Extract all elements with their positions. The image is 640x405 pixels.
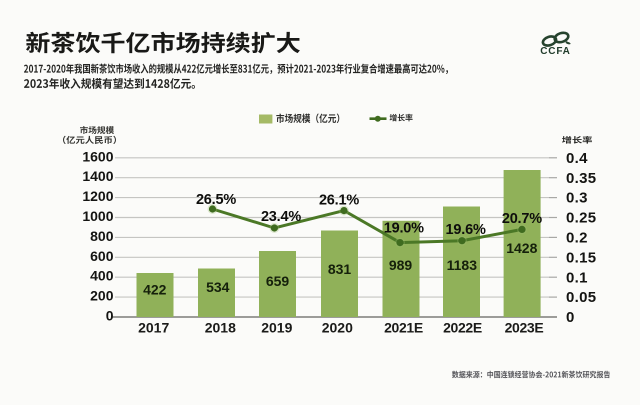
svg-text:CCFA: CCFA xyxy=(540,46,570,57)
svg-text:1400: 1400 xyxy=(82,168,113,184)
svg-text:1600: 1600 xyxy=(82,148,113,164)
svg-text:0.25: 0.25 xyxy=(566,210,596,227)
svg-text:1428: 1428 xyxy=(506,240,537,256)
svg-text:0.2: 0.2 xyxy=(566,230,588,247)
svg-text:2022E: 2022E xyxy=(443,320,482,336)
svg-text:989: 989 xyxy=(389,257,413,273)
svg-text:831: 831 xyxy=(328,261,352,277)
svg-text:400: 400 xyxy=(90,268,114,284)
svg-text:422: 422 xyxy=(143,282,167,298)
svg-text:0.05: 0.05 xyxy=(566,289,596,306)
svg-text:0.15: 0.15 xyxy=(566,249,596,266)
svg-text:2018: 2018 xyxy=(205,320,236,336)
svg-text:800: 800 xyxy=(90,228,114,244)
svg-text:26.5%: 26.5% xyxy=(196,192,236,208)
svg-text:534: 534 xyxy=(206,279,230,295)
svg-text:200: 200 xyxy=(90,288,114,304)
svg-text:2019: 2019 xyxy=(261,320,292,336)
svg-text:2020: 2020 xyxy=(322,320,353,336)
svg-text:1200: 1200 xyxy=(82,188,113,204)
svg-text:0: 0 xyxy=(566,309,575,326)
svg-text:26.1%: 26.1% xyxy=(319,193,359,209)
svg-text:2017: 2017 xyxy=(138,320,169,336)
svg-text:2021E: 2021E xyxy=(384,320,423,336)
svg-text:2023E: 2023E xyxy=(505,320,544,336)
svg-text:1000: 1000 xyxy=(82,208,113,224)
svg-text:23.4%: 23.4% xyxy=(261,209,301,225)
svg-text:0.3: 0.3 xyxy=(566,190,588,207)
svg-text:1183: 1183 xyxy=(447,257,478,273)
svg-text:659: 659 xyxy=(266,273,290,289)
svg-text:0.1: 0.1 xyxy=(566,269,588,286)
svg-text:19.6%: 19.6% xyxy=(446,222,486,238)
svg-text:0.4: 0.4 xyxy=(566,150,588,167)
svg-text:20.7%: 20.7% xyxy=(502,211,542,227)
svg-text:600: 600 xyxy=(90,248,114,264)
svg-text:19.0%: 19.0% xyxy=(384,221,424,237)
svg-text:0: 0 xyxy=(106,308,114,324)
svg-text:0.35: 0.35 xyxy=(566,170,596,187)
